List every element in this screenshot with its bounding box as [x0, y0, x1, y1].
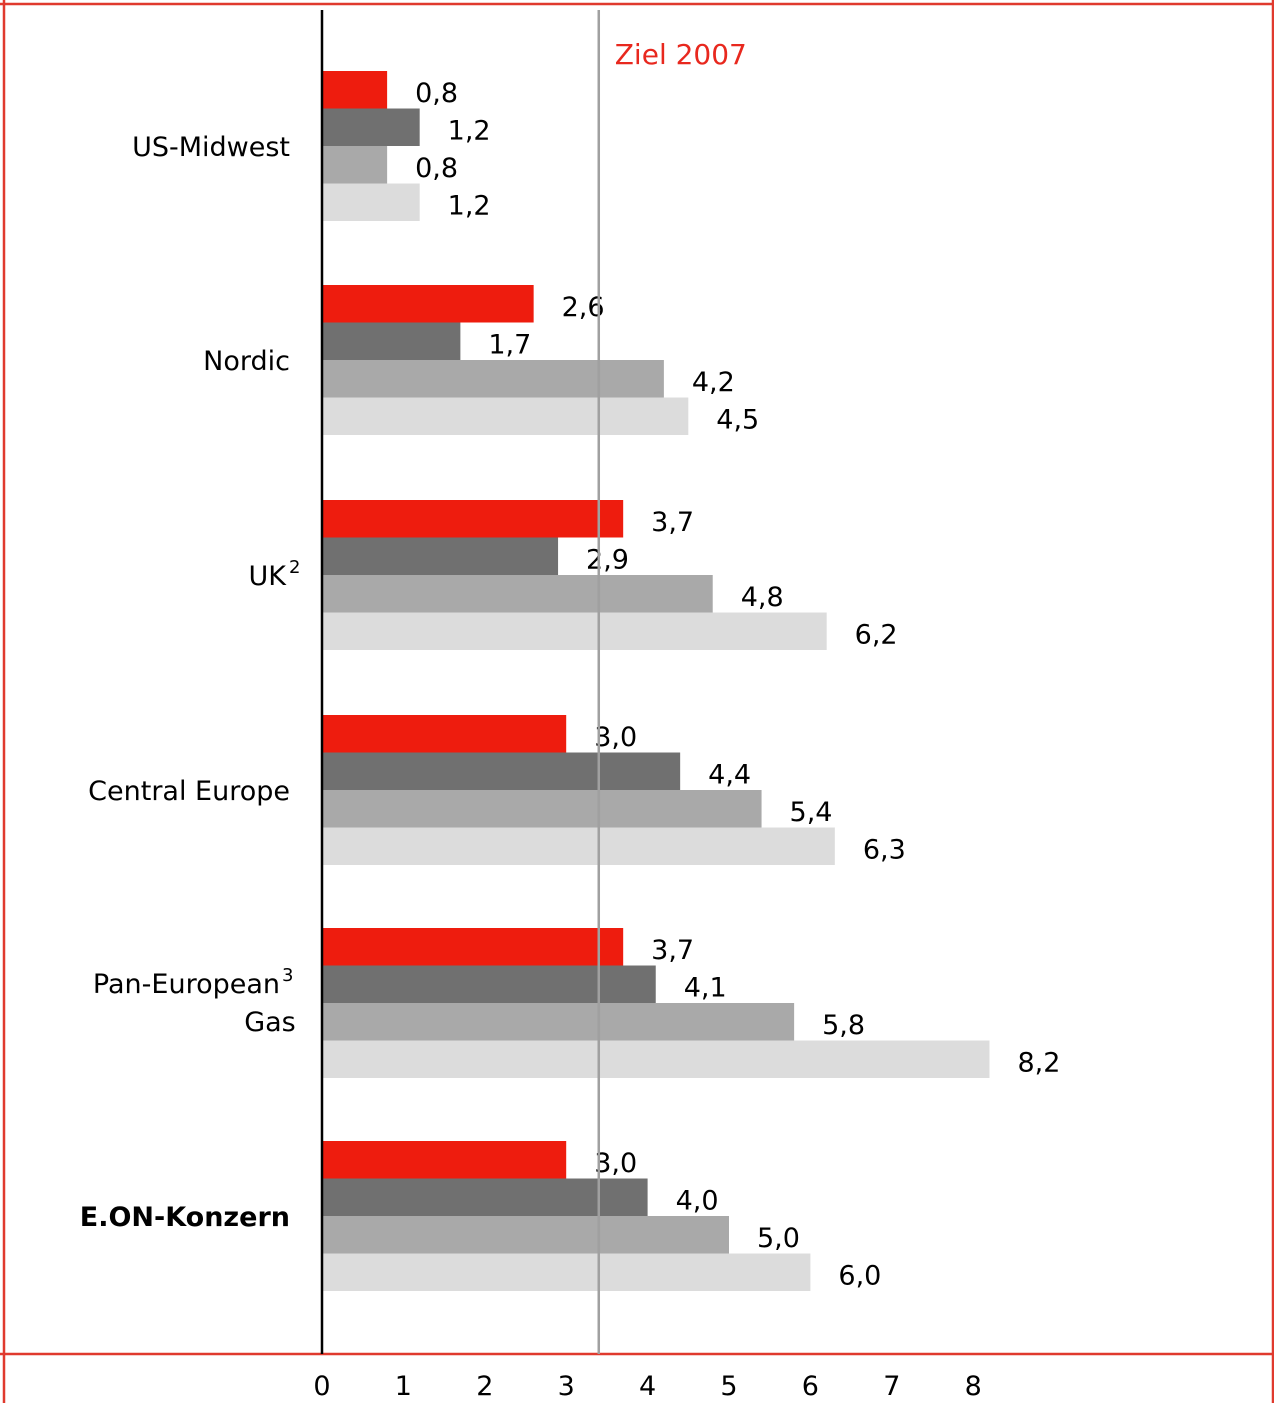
bar — [322, 360, 664, 398]
data-label: 5,0 — [757, 1223, 800, 1254]
bar — [322, 322, 461, 360]
x-tick-label: 1 — [395, 1371, 412, 1402]
data-label: 1,2 — [448, 190, 491, 221]
x-tick-label: 0 — [313, 1371, 330, 1402]
data-label: 6,3 — [863, 834, 906, 865]
bar — [322, 790, 762, 828]
data-label: 8,2 — [1017, 1047, 1060, 1078]
bar — [322, 183, 420, 221]
data-label: 2,6 — [562, 292, 605, 323]
category-label: E.ON-Konzern — [80, 1202, 290, 1233]
data-label: 5,8 — [822, 1010, 865, 1041]
category-label-superscript: 2 — [289, 557, 300, 578]
x-tick-label: 3 — [558, 1371, 575, 1402]
data-label: 0,8 — [415, 78, 458, 109]
data-label: 3,7 — [651, 507, 694, 538]
bar — [322, 1178, 648, 1216]
data-label: 4,1 — [684, 972, 727, 1003]
data-label: 4,0 — [676, 1185, 719, 1216]
data-label: 3,0 — [594, 1148, 637, 1179]
x-tick-label: 5 — [720, 1371, 737, 1402]
x-tick-label: 7 — [883, 1371, 900, 1402]
bar — [322, 1040, 990, 1078]
bar — [322, 715, 567, 753]
x-tick-label: 2 — [476, 1371, 493, 1402]
bar — [322, 575, 713, 613]
data-label: 2,9 — [586, 544, 629, 575]
data-label: 4,4 — [708, 759, 751, 790]
x-tick-label: 6 — [802, 1371, 819, 1402]
data-label: 5,4 — [790, 797, 833, 828]
bar — [322, 827, 835, 865]
data-label: 0,8 — [415, 153, 458, 184]
data-label: 1,7 — [488, 329, 531, 360]
bar — [322, 71, 388, 109]
reference-line-label: Ziel 2007 — [615, 38, 747, 71]
category-label-line2: Gas — [244, 1007, 296, 1038]
bar — [322, 928, 624, 966]
category-label-superscript: 3 — [282, 965, 293, 986]
bar — [322, 965, 656, 1003]
data-label: 3,0 — [594, 722, 637, 753]
bar — [322, 146, 388, 184]
bar — [322, 1253, 811, 1291]
data-label: 6,0 — [838, 1260, 881, 1291]
category-label: UK — [249, 561, 288, 592]
data-label: 1,2 — [448, 115, 491, 146]
bar — [322, 1141, 567, 1179]
data-label: 4,8 — [741, 582, 784, 613]
bar — [322, 1216, 729, 1254]
bar — [322, 537, 559, 575]
category-label: Central Europe — [88, 776, 290, 807]
bar — [322, 500, 624, 538]
data-label: 3,7 — [651, 935, 694, 966]
bar — [322, 612, 827, 650]
category-label: Pan-European — [93, 969, 280, 1000]
bar — [322, 397, 689, 435]
category-label: Nordic — [203, 346, 290, 377]
x-tick-label: 8 — [965, 1371, 982, 1402]
data-label: 6,2 — [855, 619, 898, 650]
bar — [322, 285, 534, 323]
data-label: 4,5 — [716, 404, 759, 435]
bar — [322, 752, 681, 790]
x-tick-label: 4 — [639, 1371, 656, 1402]
data-label: 4,2 — [692, 367, 735, 398]
bar — [322, 108, 420, 146]
bar — [322, 1003, 795, 1041]
category-label: US-Midwest — [132, 132, 290, 163]
